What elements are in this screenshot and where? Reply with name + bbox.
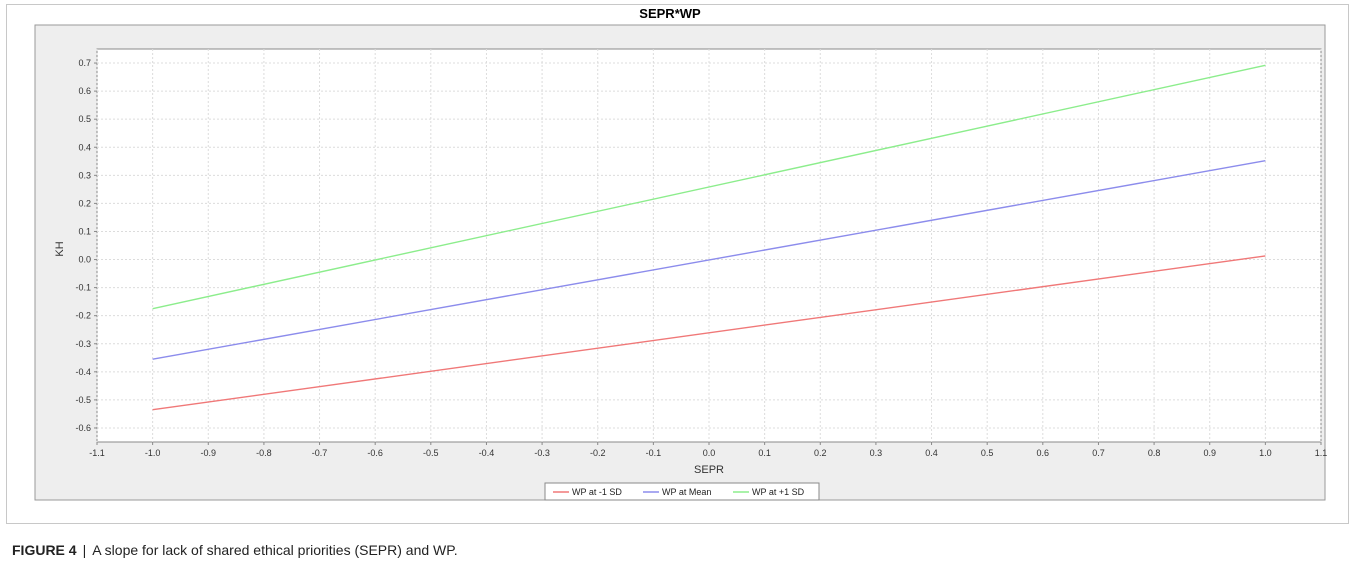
x-tick-label: -1.1 bbox=[89, 448, 105, 458]
y-tick-label: -0.5 bbox=[75, 395, 91, 405]
x-tick-label: 0.6 bbox=[1037, 448, 1050, 458]
caption-text: A slope for lack of shared ethical prior… bbox=[92, 542, 458, 558]
series-line-3 bbox=[152, 64, 1266, 310]
caption-label: FIGURE 4 bbox=[12, 542, 77, 558]
x-tick-label: -1.0 bbox=[145, 448, 161, 458]
x-tick-label: 1.1 bbox=[1315, 448, 1328, 458]
x-tick-label: -0.4 bbox=[479, 448, 495, 458]
x-tick-label: 0.5 bbox=[981, 448, 994, 458]
x-tick-label: -0.9 bbox=[201, 448, 217, 458]
figure-caption: FIGURE 4 | A slope for lack of shared ethi… bbox=[12, 542, 458, 558]
y-tick-label: 0.0 bbox=[78, 255, 91, 265]
y-axis-label: KH bbox=[54, 241, 66, 256]
y-tick-label: 0.1 bbox=[78, 226, 91, 236]
x-tick-label: 0.0 bbox=[703, 448, 716, 458]
legend-label-2: WP at Mean bbox=[662, 487, 711, 497]
x-tick-label: 0.2 bbox=[814, 448, 827, 458]
x-axis-label: SEPR bbox=[694, 464, 724, 476]
x-tick-label: -0.7 bbox=[312, 448, 328, 458]
x-tick-label: 0.4 bbox=[925, 448, 938, 458]
x-tick-label: -0.2 bbox=[590, 448, 606, 458]
x-tick-label: 0.9 bbox=[1203, 448, 1216, 458]
y-tick-label: -0.6 bbox=[75, 423, 91, 433]
chart-title: SEPR*WP bbox=[639, 6, 701, 21]
legend-label-3: WP at +1 SD bbox=[752, 487, 805, 497]
y-tick-label: -0.3 bbox=[75, 339, 91, 349]
y-tick-label: 0.4 bbox=[78, 142, 91, 152]
x-tick-label: -0.1 bbox=[646, 448, 662, 458]
x-tick-label: 0.8 bbox=[1148, 448, 1161, 458]
x-tick-label: 0.3 bbox=[870, 448, 883, 458]
legend-label-1: WP at -1 SD bbox=[572, 487, 622, 497]
y-tick-label: 0.7 bbox=[78, 58, 91, 68]
x-tick-label: 0.1 bbox=[758, 448, 771, 458]
caption-separator: | bbox=[82, 542, 87, 558]
chart: SEPR*WP -1.1 -1.0 -0.9 -0.8 -0.7 -0.6 -0.5 -0.4… bbox=[34, 6, 1328, 501]
series-line-1 bbox=[152, 255, 1266, 411]
x-tick-label: -0.5 bbox=[423, 448, 439, 458]
y-tick-label: 0.5 bbox=[78, 114, 91, 124]
figure-frame: SEPR*WP -1.1 -1.0 -0.9 -0.8 -0.7 -0.6 -0.5 -0.4… bbox=[6, 4, 1349, 524]
y-tick-label: -0.4 bbox=[75, 367, 91, 377]
y-tick-label: -0.2 bbox=[75, 311, 91, 321]
x-tick-label: -0.3 bbox=[534, 448, 550, 458]
x-tick-label: 1.0 bbox=[1259, 448, 1272, 458]
y-tick-label: 0.2 bbox=[78, 198, 91, 208]
y-tick-label: 0.3 bbox=[78, 170, 91, 180]
y-tick-label: -0.1 bbox=[75, 283, 91, 293]
x-tick-label: -0.8 bbox=[256, 448, 272, 458]
legend-box bbox=[544, 482, 820, 501]
x-tick-label: 0.7 bbox=[1092, 448, 1105, 458]
y-tick-label: 0.6 bbox=[78, 86, 91, 96]
series-line-2 bbox=[152, 160, 1266, 360]
x-tick-label: -0.6 bbox=[367, 448, 383, 458]
